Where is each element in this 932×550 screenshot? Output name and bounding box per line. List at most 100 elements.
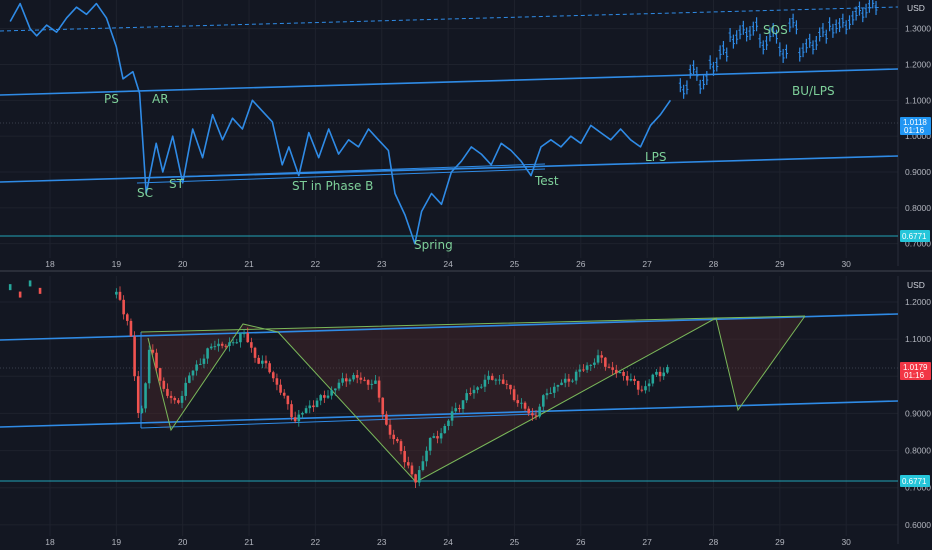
candle-body (505, 383, 509, 385)
x-tick-label: 20 (178, 259, 188, 269)
candle-body (330, 390, 333, 396)
candle-body (385, 414, 388, 425)
annotation-test: Test (534, 174, 559, 188)
candle-body (582, 369, 585, 371)
candle-body (461, 400, 465, 409)
y-tick-label: 0.8000 (905, 446, 931, 456)
candle-body (432, 436, 436, 438)
level-tag (900, 475, 930, 487)
x-tick-label: 29 (775, 259, 785, 269)
candle-body (355, 375, 359, 378)
candle-body (261, 360, 264, 364)
candle-body (469, 393, 472, 395)
x-tick-label: 22 (311, 537, 321, 547)
candle-body (604, 357, 607, 367)
candle-body (268, 363, 271, 373)
price-tag-value-bottom: 1.0179 (903, 363, 928, 372)
annotation-st-phase-b: ST in Phase B (292, 179, 373, 193)
annotation-lps: LPS (645, 150, 667, 164)
y-tick-label: 1.2000 (905, 60, 931, 70)
candle-body (578, 369, 582, 372)
annotation-ps: PS (104, 92, 119, 106)
x-tick-label: 18 (45, 537, 55, 547)
x-tick-label: 24 (443, 537, 453, 547)
candle-body (593, 362, 596, 365)
price-tag-time: 01:16 (904, 126, 925, 135)
candle-body (173, 397, 177, 401)
x-tick-label: 26 (576, 537, 586, 547)
y-tick-label: 0.7000 (905, 483, 931, 493)
candle-body (447, 420, 450, 426)
candle-body (436, 436, 439, 439)
candle-body (341, 378, 344, 383)
annotation-st: ST (169, 177, 185, 191)
x-tick-label: 27 (642, 537, 652, 547)
x-tick-label: 21 (244, 259, 254, 269)
x-tick-label: 28 (709, 259, 719, 269)
candle-body (428, 437, 432, 451)
candle-body (487, 375, 490, 380)
candle-body (596, 355, 600, 363)
candle-body (421, 461, 425, 471)
candle-body (479, 386, 483, 388)
candle-body (396, 439, 399, 442)
y-tick-label: 0.6000 (905, 520, 931, 530)
candle-body (235, 342, 239, 344)
dashed-trend-line (0, 6, 899, 32)
candle-body (655, 371, 658, 375)
candle-body (574, 371, 578, 381)
level-tag-label: 0.6771 (902, 477, 927, 486)
candle-body (304, 408, 308, 413)
candle-body (323, 395, 326, 398)
candle-body (177, 400, 180, 403)
candle-body (115, 291, 118, 295)
x-tick-label: 24 (443, 259, 453, 269)
candle-body (195, 364, 198, 371)
candle-body (567, 378, 571, 382)
candle-body (366, 380, 370, 385)
candle-body (571, 380, 574, 382)
candle-body (476, 387, 479, 390)
candle-body (542, 395, 545, 407)
candle-body (417, 470, 421, 483)
candle-body (228, 342, 231, 346)
candle-body (286, 395, 290, 405)
x-tick-label: 18 (45, 259, 55, 269)
x-tick-label: 30 (841, 537, 851, 547)
candle-body (122, 299, 125, 315)
candle-body (622, 371, 625, 376)
candle-body (206, 348, 209, 359)
candle-body (563, 378, 567, 383)
y-tick-label: 1.0000 (905, 131, 931, 141)
candle-body (465, 393, 468, 401)
candle-body (198, 363, 202, 365)
candle-body (279, 384, 282, 393)
candle-body (611, 367, 614, 370)
candle-body (257, 357, 260, 364)
candle-body (625, 375, 629, 381)
candle-body (458, 408, 461, 410)
x-tick-label: 19 (112, 259, 122, 269)
annotation-bu-lps: BU/LPS (792, 84, 835, 98)
candle-body (136, 376, 140, 413)
candle-body (374, 380, 377, 384)
top-panel-drawings: PS AR SC ST ST in Phase B Spring Test LPS SOS BU/… (0, 0, 931, 252)
candle-body (549, 392, 552, 394)
candle-body (439, 433, 443, 439)
pattern-fill (141, 318, 716, 482)
x-tick-label: 19 (112, 537, 122, 547)
candle-body (520, 402, 523, 404)
candle-body (242, 333, 246, 335)
candle-body (607, 366, 611, 368)
candle-body (425, 450, 428, 462)
y-tick-label: 0.9000 (905, 167, 931, 177)
candle-body (253, 347, 257, 358)
candle-body (399, 441, 403, 452)
candle-body (651, 374, 655, 384)
candle-body (220, 343, 224, 346)
candle-body (8, 284, 12, 291)
candle-body (640, 389, 644, 391)
candle-body (647, 383, 651, 387)
